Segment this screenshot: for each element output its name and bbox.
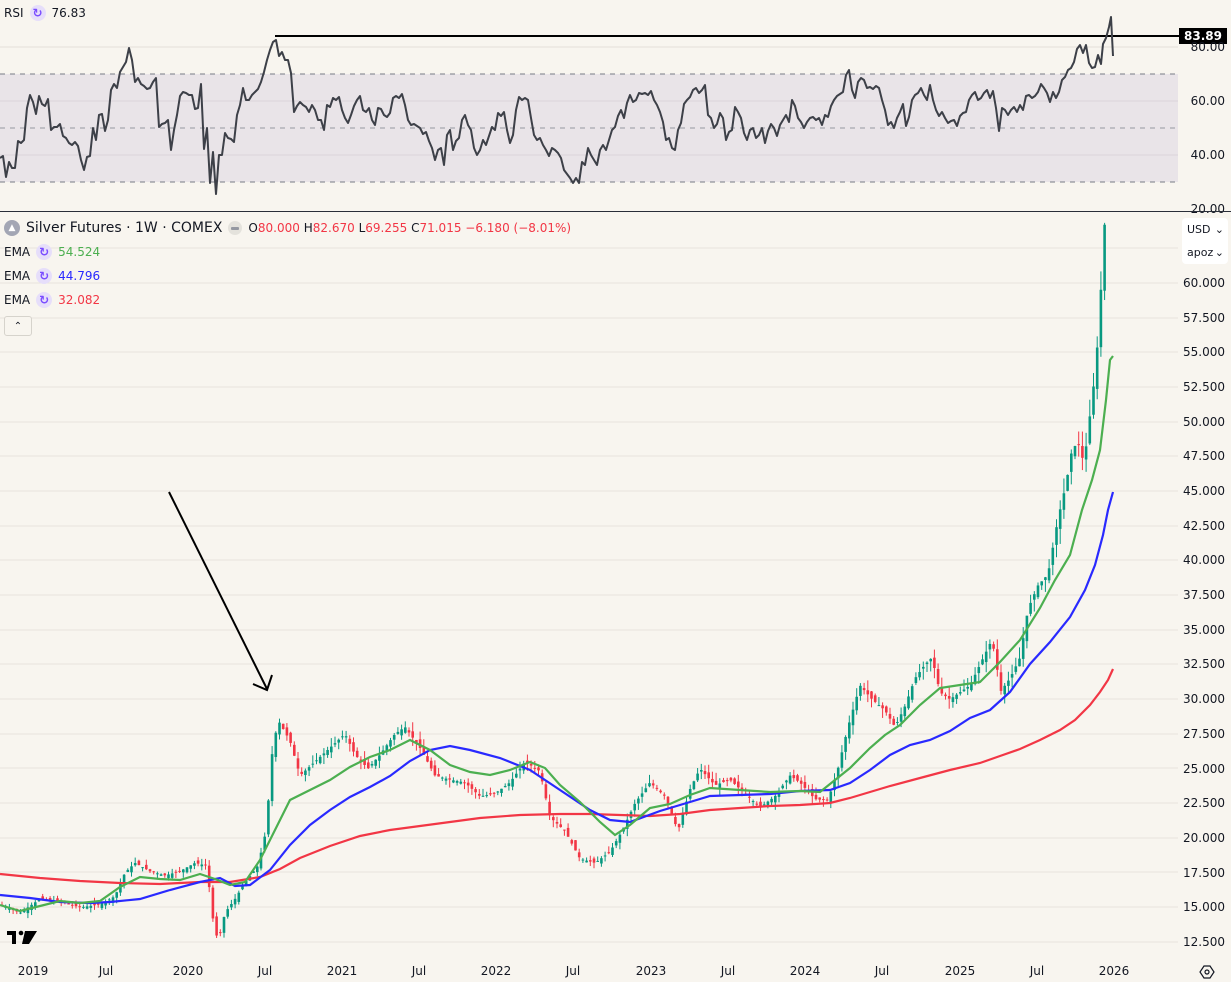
price-tick: 42.500	[1183, 518, 1225, 533]
rsi-highlight-badge: 83.89	[1179, 28, 1227, 44]
rsi-tick: 40.00	[1190, 148, 1225, 162]
time-tick: Jul	[257, 964, 273, 978]
price-tick: 30.000	[1183, 692, 1225, 707]
chevron-down-icon: ⌄	[1214, 246, 1224, 259]
ema-legend-2[interactable]: EMA ↻ 44.796	[4, 268, 100, 284]
symbol-name[interactable]: Silver Futures · 1W · COMEX	[26, 220, 223, 236]
chevron-down-icon: ⌄	[1214, 223, 1224, 236]
time-tick: Jul	[565, 964, 581, 978]
refresh-icon[interactable]: ↻	[36, 244, 53, 260]
price-tick: 52.500	[1183, 380, 1225, 395]
price-tick: 27.500	[1183, 726, 1225, 741]
time-tick: Jul	[98, 964, 114, 978]
price-tick: 35.000	[1183, 622, 1225, 637]
time-tick: 2025	[944, 964, 976, 978]
time-tick: 2024	[789, 964, 821, 978]
ohlc-values: O80.000 H82.670 L69.255 C71.015 −6.180 (…	[248, 221, 572, 235]
price-tick: 12.500	[1183, 934, 1225, 949]
price-tick: 50.000	[1183, 414, 1225, 429]
price-tick: 20.000	[1183, 830, 1225, 845]
rsi-plot[interactable]	[0, 0, 1231, 211]
ema-label: EMA	[4, 245, 31, 259]
currency-unit-selector[interactable]: USD ⌄ apoz ⌄	[1182, 218, 1228, 264]
ema-label: EMA	[4, 293, 31, 307]
time-tick: Jul	[411, 964, 427, 978]
pane-separator[interactable]	[0, 211, 1231, 212]
rsi-tick: 80.00	[1190, 40, 1225, 54]
time-tick: Jul	[874, 964, 890, 978]
price-tick: 40.000	[1183, 553, 1225, 568]
refresh-icon[interactable]: ↻	[36, 268, 53, 284]
time-tick: 2019	[17, 964, 49, 978]
rsi-line	[0, 16, 1114, 195]
visibility-icon[interactable]	[228, 221, 243, 235]
tradingview-logo-icon[interactable]	[7, 929, 39, 945]
price-tick: 47.500	[1183, 449, 1225, 464]
time-tick: 2022	[480, 964, 512, 978]
refresh-icon[interactable]: ↻	[29, 5, 46, 21]
rsi-pane[interactable]: RSI ↻ 76.83 83.89 80.00 60.00 40.00 20.0…	[0, 0, 1231, 216]
price-tick: 15.000	[1183, 900, 1225, 915]
settings-icon[interactable]	[1199, 964, 1215, 980]
rsi-tick: 20.00	[1190, 202, 1225, 216]
unit-dropdown[interactable]: apoz ⌄	[1182, 241, 1228, 264]
rsi-tick: 60.00	[1190, 94, 1225, 108]
ema-label: EMA	[4, 269, 31, 283]
time-tick: Jul	[720, 964, 736, 978]
price-tick: 57.500	[1183, 310, 1225, 325]
rsi-value: 76.83	[51, 6, 86, 20]
price-tick: 37.500	[1183, 588, 1225, 603]
refresh-icon[interactable]: ↻	[36, 292, 53, 308]
time-tick: 2026	[1098, 964, 1130, 978]
chevron-up-icon: ⌃	[13, 320, 23, 332]
rsi-label: RSI	[4, 6, 24, 20]
price-tick: 22.500	[1183, 796, 1225, 811]
time-tick: 2023	[635, 964, 667, 978]
price-tick: 32.500	[1183, 657, 1225, 672]
price-tick: 17.500	[1183, 865, 1225, 880]
symbol-legend[interactable]: ▲ Silver Futures · 1W · COMEX O80.000 H8…	[4, 220, 571, 236]
time-tick: 2021	[326, 964, 358, 978]
price-tick: 25.000	[1183, 761, 1225, 776]
price-pane[interactable]	[0, 212, 1231, 957]
currency-dropdown[interactable]: USD ⌄	[1182, 218, 1228, 241]
time-tick: 2020	[172, 964, 204, 978]
rsi-legend[interactable]: RSI ↻ 76.83	[4, 5, 86, 21]
silver-bar-icon: ▲	[4, 220, 20, 236]
ema-value: 32.082	[58, 293, 101, 307]
ema-legend-1[interactable]: EMA ↻ 54.524	[4, 244, 100, 260]
collapse-legend-button[interactable]: ⌃	[4, 316, 32, 336]
price-tick: 60.000	[1183, 276, 1225, 290]
time-tick: Jul	[1029, 964, 1045, 978]
price-tick: 55.000	[1183, 345, 1225, 360]
ema-value: 44.796	[58, 269, 101, 283]
price-tick: 45.000	[1183, 484, 1225, 499]
ema-value: 54.524	[58, 245, 101, 259]
ema-legend-3[interactable]: EMA ↻ 32.082	[4, 292, 100, 308]
